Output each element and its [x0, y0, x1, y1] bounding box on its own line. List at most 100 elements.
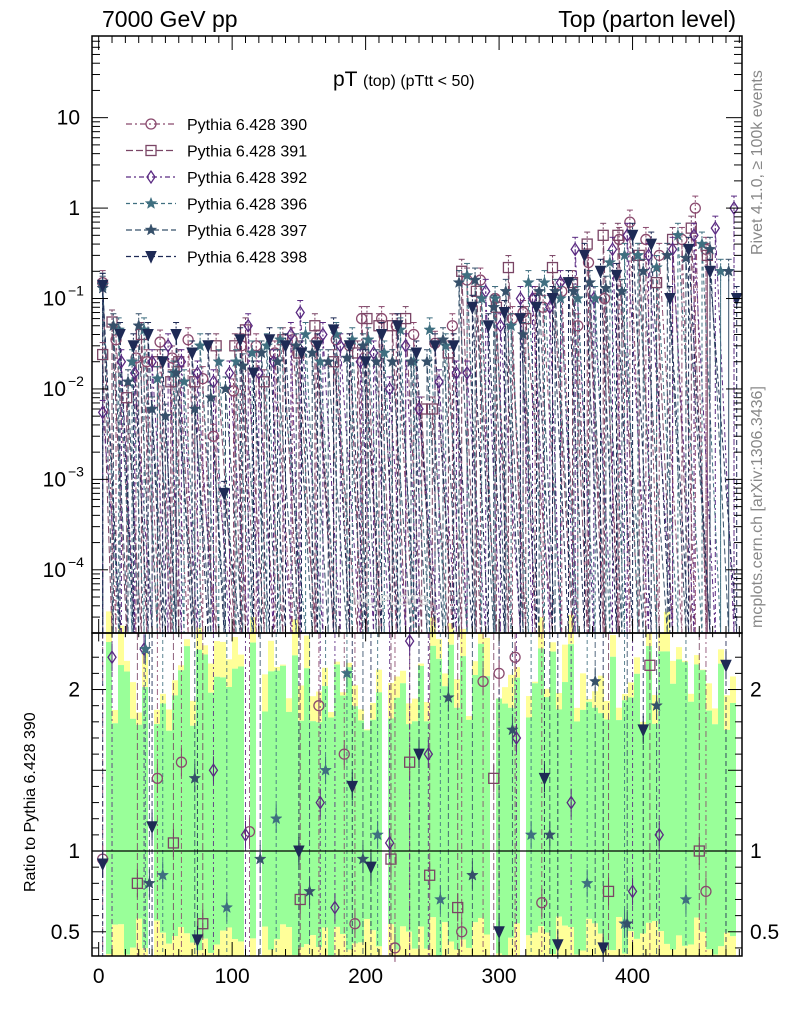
yellow-band	[118, 625, 124, 666]
yellow-band	[214, 944, 220, 956]
yellow-band	[322, 927, 328, 956]
yellow-band	[688, 693, 694, 702]
ratio-point	[315, 795, 326, 810]
ratio-point	[543, 828, 557, 841]
yellow-band	[118, 924, 124, 956]
yellow-band	[472, 922, 478, 956]
yellow-band	[610, 635, 616, 657]
yellow-band	[430, 617, 436, 646]
data-point	[236, 359, 250, 372]
yellow-band	[184, 933, 190, 956]
yellow-band	[604, 700, 610, 720]
yellow-band	[274, 939, 280, 956]
yellow-band	[454, 679, 460, 708]
yellow-band	[442, 922, 448, 956]
data-point	[359, 356, 372, 369]
yellow-band	[466, 947, 472, 956]
x-tick-label: 300	[482, 965, 517, 988]
data-point	[583, 275, 597, 288]
green-band	[514, 677, 520, 924]
data-point	[498, 307, 511, 320]
data-point	[260, 339, 274, 352]
green-band	[394, 697, 400, 950]
data-point	[295, 347, 308, 361]
yellow-band	[112, 709, 118, 724]
green-band	[124, 671, 130, 955]
data-point	[487, 300, 501, 313]
yellow-band	[712, 708, 718, 725]
data-point	[255, 346, 268, 359]
green-band	[508, 707, 514, 938]
yellow-band	[616, 917, 622, 956]
ratio-point	[319, 763, 333, 776]
yellow-band	[370, 930, 376, 956]
yellow-band	[262, 674, 268, 712]
ratio-point	[349, 918, 361, 930]
data-point	[570, 242, 580, 257]
green-band	[202, 654, 208, 939]
chart-title: pT (top) (pTtt < 50)	[333, 68, 475, 91]
legend-marker	[145, 144, 157, 157]
yellow-band	[646, 922, 652, 956]
data-point	[636, 264, 650, 277]
green-band	[196, 649, 202, 951]
yellow-band	[340, 933, 346, 956]
green-band	[340, 695, 346, 934]
ratio-point	[269, 811, 283, 825]
yellow-band	[442, 673, 448, 687]
data-point	[516, 327, 530, 340]
data-point	[125, 354, 139, 368]
yellow-band	[454, 949, 460, 956]
ratio-point	[197, 918, 209, 930]
ratio-point	[477, 675, 489, 688]
green-band	[646, 646, 652, 923]
yellow-band	[616, 707, 622, 721]
green-band	[604, 719, 610, 950]
yellow-band	[364, 918, 370, 956]
data-point	[423, 323, 437, 336]
yellow-band	[640, 933, 646, 956]
green-band	[292, 655, 298, 955]
ratio-point	[442, 690, 455, 704]
yellow-band	[604, 949, 610, 956]
green-band	[334, 664, 340, 927]
yellow-band	[124, 660, 130, 672]
data-point	[375, 329, 388, 342]
yellow-band	[514, 667, 520, 678]
yellow-band	[580, 950, 586, 956]
data-point	[615, 284, 629, 297]
ratio-point	[356, 852, 370, 865]
yellow-band	[466, 716, 472, 720]
ratio-y-tick-label-right: 0.5	[750, 921, 779, 944]
data-point	[340, 351, 354, 364]
green-band	[436, 658, 442, 956]
green-band	[304, 668, 310, 945]
data-point	[263, 334, 276, 347]
ratio-point	[240, 827, 251, 843]
ratio-point	[385, 853, 397, 865]
legend-marker	[144, 196, 158, 209]
data-point	[626, 229, 639, 243]
green-band	[322, 686, 328, 928]
data-point	[703, 242, 717, 255]
yellow-band	[538, 926, 544, 956]
yellow-band	[130, 947, 136, 956]
yellow-band	[700, 669, 706, 671]
data-point	[147, 354, 157, 369]
green-band	[580, 709, 586, 951]
data-point	[295, 305, 305, 320]
yellow-band	[190, 700, 196, 726]
yellow-band	[532, 932, 538, 956]
green-band	[652, 723, 658, 921]
green-band	[118, 665, 124, 925]
green-band	[574, 721, 580, 955]
yellow-band	[436, 638, 442, 659]
data-point	[159, 409, 172, 422]
yellow-band	[352, 943, 358, 956]
green-band	[700, 670, 706, 932]
data-point	[114, 329, 126, 342]
yellow-band	[232, 637, 238, 669]
yellow-band	[724, 932, 730, 956]
green-band	[268, 671, 274, 950]
data-point	[420, 354, 434, 368]
